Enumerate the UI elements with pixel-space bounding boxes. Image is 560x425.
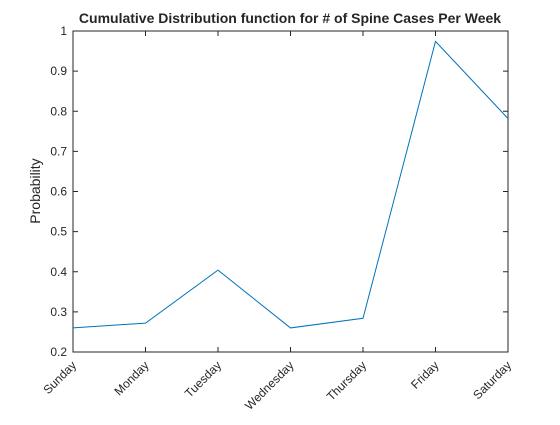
y-tick-label: 0.2 (50, 345, 67, 359)
plot-area (72, 30, 509, 353)
y-tick-label: 0.7 (50, 144, 67, 158)
chart-title: Cumulative Distribution function for # o… (79, 10, 501, 26)
y-axis-label: Probability (27, 158, 43, 223)
y-tick-label: 1 (60, 24, 67, 38)
y-tick-label: 0.4 (50, 265, 67, 279)
series-line (72, 40, 509, 329)
y-axis-ticks: 0.2 0.3 0.4 0.5 0.6 0.7 0.8 0.9 1 (50, 24, 508, 359)
y-tick-label: 0.6 (50, 185, 67, 199)
y-tick-label: 0.5 (50, 225, 67, 239)
series-group (72, 40, 509, 329)
y-tick-label: 0.3 (50, 305, 67, 319)
y-tick-label: 0.9 (50, 64, 67, 78)
y-tick-label: 0.8 (50, 104, 67, 118)
